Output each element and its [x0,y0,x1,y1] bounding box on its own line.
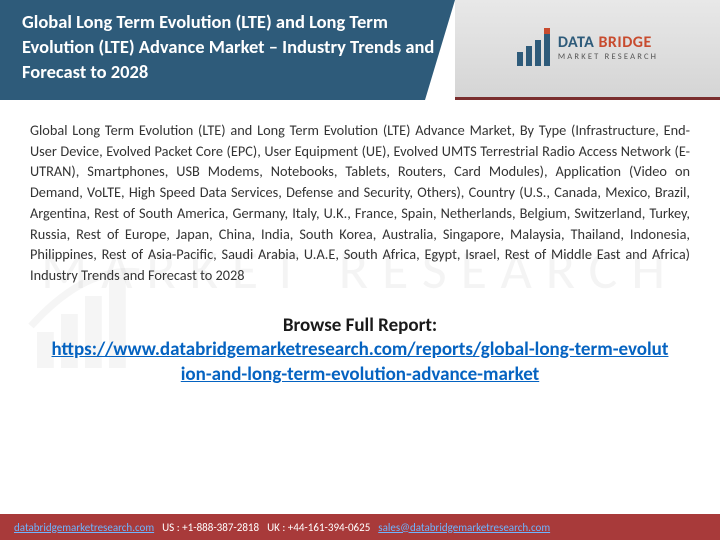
footer-website-link[interactable]: databridgemarketresearch.com [14,521,154,534]
logo-tagline: MARKET RESEARCH [558,53,658,62]
footer-phone-us: US : +1-888-387-2818 [162,521,259,534]
header-title-panel: Global Long Term Evolution (LTE) and Lon… [0,0,455,100]
browse-section: Browse Full Report: https://www.databrid… [0,296,720,388]
logo: DATA BRIDGE MARKET RESEARCH [517,32,658,66]
logo-bars-icon [517,32,550,66]
logo-word-1: DATA [558,33,595,52]
footer-email-link[interactable]: sales@databridgemarketresearch.com [378,521,550,534]
browse-report-link[interactable]: https://www.databridgemarketresearch.com… [52,338,669,387]
footer-bar: databridgemarketresearch.com US : +1-888… [0,514,720,540]
header-logo-panel: DATA BRIDGE MARKET RESEARCH [455,0,720,100]
browse-label: Browse Full Report: [283,314,437,337]
logo-text: DATA BRIDGE MARKET RESEARCH [558,35,658,62]
body-paragraph: Global Long Term Evolution (LTE) and Lon… [0,100,720,296]
page-title: Global Long Term Evolution (LTE) and Lon… [22,10,437,85]
logo-word-2: BRIDGE [598,33,651,52]
header: Global Long Term Evolution (LTE) and Lon… [0,0,720,100]
footer-phone-uk: UK : +44-161-394-0625 [267,521,370,534]
